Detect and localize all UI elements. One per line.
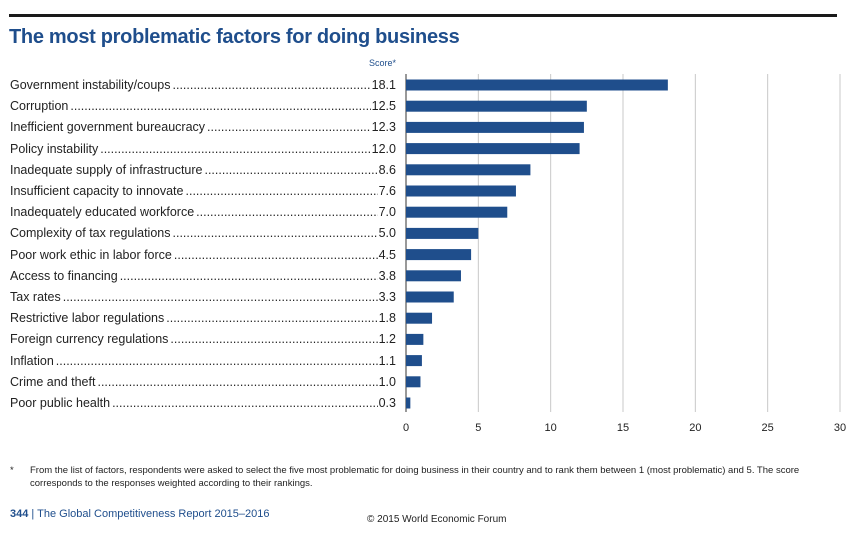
bar [406, 397, 411, 409]
x-tick-label: 5 [475, 422, 481, 434]
bar [406, 100, 587, 112]
footnote: * From the list of factors, respondents … [10, 464, 840, 490]
bar [406, 164, 531, 176]
category-label: Complexity of tax regulations [10, 226, 171, 241]
value-label: 4.5 [378, 247, 396, 262]
category-row-label: Foreign currency regulations 1.2 [10, 329, 396, 349]
category-label: Inadequately educated workforce [10, 205, 195, 220]
value-label: 12.3 [371, 120, 396, 135]
category-label: Foreign currency regulations [10, 332, 169, 347]
category-row-label: Inflation 1.1 [10, 351, 396, 371]
category-label: Crime and theft [10, 374, 96, 389]
bar [406, 143, 580, 155]
copyright: © 2015 World Economic Forum [367, 514, 507, 525]
value-label: 1.2 [378, 332, 396, 347]
value-label: 12.0 [371, 141, 396, 156]
category-row-label: Poor public health 0.3 [10, 393, 396, 413]
bar [406, 185, 516, 197]
bar [406, 355, 422, 367]
x-tick-label: 0 [403, 422, 409, 434]
value-label: 3.8 [378, 268, 396, 283]
category-label: Poor public health [10, 396, 111, 410]
value-label: 8.6 [378, 162, 396, 177]
x-tick-label: 10 [545, 422, 557, 434]
category-row-label: Poor work ethic in labor force 4.5 [10, 245, 396, 265]
value-label: 7.6 [378, 184, 396, 198]
value-label: 1.0 [378, 374, 396, 389]
value-label: 5.0 [378, 226, 396, 241]
category-row-label: Policy instability 12.0 [10, 139, 396, 159]
category-row-label: Insufficient capacity to innovate 7.6 [10, 181, 396, 201]
value-label: 1.1 [378, 353, 396, 368]
footer-page-info: 344 | The Global Competitiveness Report … [10, 508, 270, 520]
category-label: Inflation [10, 353, 54, 368]
category-row-label: Access to financing 3.8 [10, 266, 396, 286]
score-axis-label: Score* [368, 58, 396, 68]
x-tick-label: 25 [762, 422, 774, 434]
category-label: Restrictive labor regulations [10, 311, 165, 326]
bar [406, 121, 584, 133]
page-number: 344 [10, 508, 29, 520]
category-row-label: Restrictive labor regulations 1.8 [10, 308, 396, 328]
bar [406, 376, 421, 388]
x-tick-label: 20 [689, 422, 701, 434]
chart-title: The most problematic factors for doing b… [9, 26, 460, 48]
bar-chart: 0 5 10 15 20 25 30 [403, 74, 846, 434]
category-row-label: Government instability/coups 18.1 [10, 75, 396, 95]
value-label: 12.5 [371, 99, 396, 114]
x-tick-label: 30 [834, 422, 846, 434]
bar [406, 79, 668, 91]
x-tick-label: 15 [617, 422, 629, 434]
category-row-label: Complexity of tax regulations 5.0 [10, 223, 396, 243]
category-label: Poor work ethic in labor force [10, 247, 172, 262]
value-label: 3.3 [378, 290, 396, 304]
category-row-label: Inefficient government bureaucracy 12.3 [10, 117, 396, 137]
bar [406, 206, 508, 218]
category-label: Corruption [10, 99, 69, 114]
category-label: Government instability/coups [10, 78, 171, 92]
bar [406, 249, 472, 261]
value-label: 18.1 [371, 78, 396, 92]
category-label: Inefficient government bureaucracy [10, 120, 206, 135]
value-label: 1.8 [378, 311, 396, 326]
category-row-label: Corruption 12.5 [10, 96, 396, 116]
category-label: Inadequate supply of infrastructure [10, 162, 203, 177]
category-row-label: Inadequate supply of infrastructure 8.6 [10, 160, 396, 180]
bar [406, 270, 461, 282]
category-row-label: Crime and theft 1.0 [10, 372, 396, 392]
bar [406, 333, 424, 345]
category-label: Tax rates [10, 290, 61, 304]
category-label: Insufficient capacity to innovate [10, 184, 184, 198]
bar [406, 312, 433, 324]
bar [406, 291, 454, 303]
category-row-label: Tax rates 3.3 [10, 287, 396, 307]
report-name: The Global Competitiveness Report 2015–2… [37, 508, 270, 520]
footer-separator: | [31, 508, 35, 520]
top-rule [9, 14, 837, 17]
bar [406, 227, 479, 239]
value-label: 7.0 [378, 205, 396, 220]
category-row-label: Inadequately educated workforce 7.0 [10, 202, 396, 222]
category-label: Policy instability [10, 141, 99, 156]
footnote-marker: * [10, 465, 14, 476]
value-label: 0.3 [378, 396, 396, 410]
footnote-text: From the list of factors, respondents we… [30, 465, 800, 489]
category-label: Access to financing [10, 268, 118, 283]
